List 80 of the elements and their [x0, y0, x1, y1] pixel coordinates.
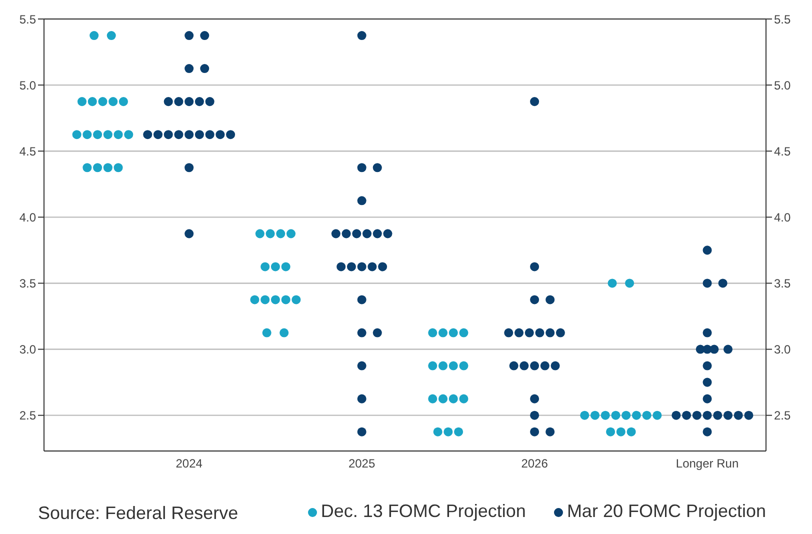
y-tick-label: 3.5: [19, 276, 36, 290]
point: [459, 328, 468, 338]
point: [82, 163, 92, 172]
point: [77, 97, 87, 106]
point: [82, 130, 92, 140]
point: [280, 328, 289, 338]
y2-tick-label: 5.0: [774, 78, 792, 92]
point: [632, 410, 641, 420]
y2-tick-label: 2.5: [774, 408, 792, 423]
point: [250, 295, 260, 304]
point: [652, 410, 662, 420]
point: [286, 229, 296, 238]
point: [72, 130, 82, 140]
point: [616, 427, 626, 436]
point: [459, 361, 468, 370]
point: [114, 130, 123, 140]
point: [93, 163, 102, 172]
point: [608, 278, 617, 288]
point: [428, 328, 438, 338]
point: [260, 262, 270, 272]
legend-label: Dec. 13 FOMC Projection: [320, 501, 526, 521]
y2-tick-label: 4.5: [774, 144, 792, 158]
point: [114, 163, 123, 172]
point: [93, 130, 102, 140]
point: [292, 295, 301, 304]
point: [98, 97, 108, 106]
point: [124, 130, 134, 140]
point: [600, 410, 610, 420]
point: [580, 410, 590, 420]
point: [438, 394, 448, 404]
y2-tick-label: 3.0: [774, 342, 792, 357]
y2-tick-label: 4.0: [774, 210, 792, 224]
legend-label: Mar 20 FOMC Projection: [566, 501, 766, 521]
y-tick-label: 5.5: [19, 12, 36, 26]
y2-tick-label: 3.5: [774, 276, 792, 290]
point: [626, 427, 636, 436]
point: [625, 278, 634, 288]
point: [448, 361, 458, 370]
point: [255, 229, 264, 238]
y-tick-label: 4.5: [19, 144, 36, 158]
point: [276, 229, 286, 238]
x-tick-label: 2024: [176, 456, 203, 471]
point: [448, 394, 458, 404]
x-tick-label: 2025: [348, 456, 376, 471]
y2-tick-label: 5.5: [774, 12, 792, 26]
source-note: Source: Federal Reserve: [38, 503, 238, 524]
y-tick-label: 3.0: [19, 342, 36, 357]
point: [90, 31, 99, 40]
point: [438, 328, 448, 338]
point: [270, 295, 280, 304]
point: [103, 163, 112, 172]
point: [642, 410, 652, 420]
point: [454, 427, 464, 436]
point: [448, 328, 458, 338]
point: [281, 295, 290, 304]
point: [260, 295, 270, 304]
point: [428, 394, 438, 404]
point: [118, 97, 128, 106]
point: [611, 410, 620, 420]
point: [270, 262, 280, 272]
point: [108, 97, 118, 106]
point: [433, 427, 442, 436]
x-tick-label: Longer Run: [676, 456, 739, 471]
point: [103, 130, 112, 140]
y-tick-label: 5.0: [19, 78, 36, 92]
point: [266, 229, 275, 238]
point: [281, 262, 290, 272]
point: [590, 410, 600, 420]
point: [622, 410, 631, 420]
point: [606, 427, 616, 436]
point: [428, 361, 438, 370]
x-tick-label: 2026: [521, 456, 548, 471]
point: [438, 361, 448, 370]
point: [106, 31, 116, 40]
point: [444, 427, 453, 436]
point: [459, 394, 468, 404]
point: [88, 97, 97, 106]
point: [262, 328, 272, 338]
y-tick-label: 2.5: [19, 408, 36, 423]
y-tick-label: 4.0: [19, 210, 36, 224]
